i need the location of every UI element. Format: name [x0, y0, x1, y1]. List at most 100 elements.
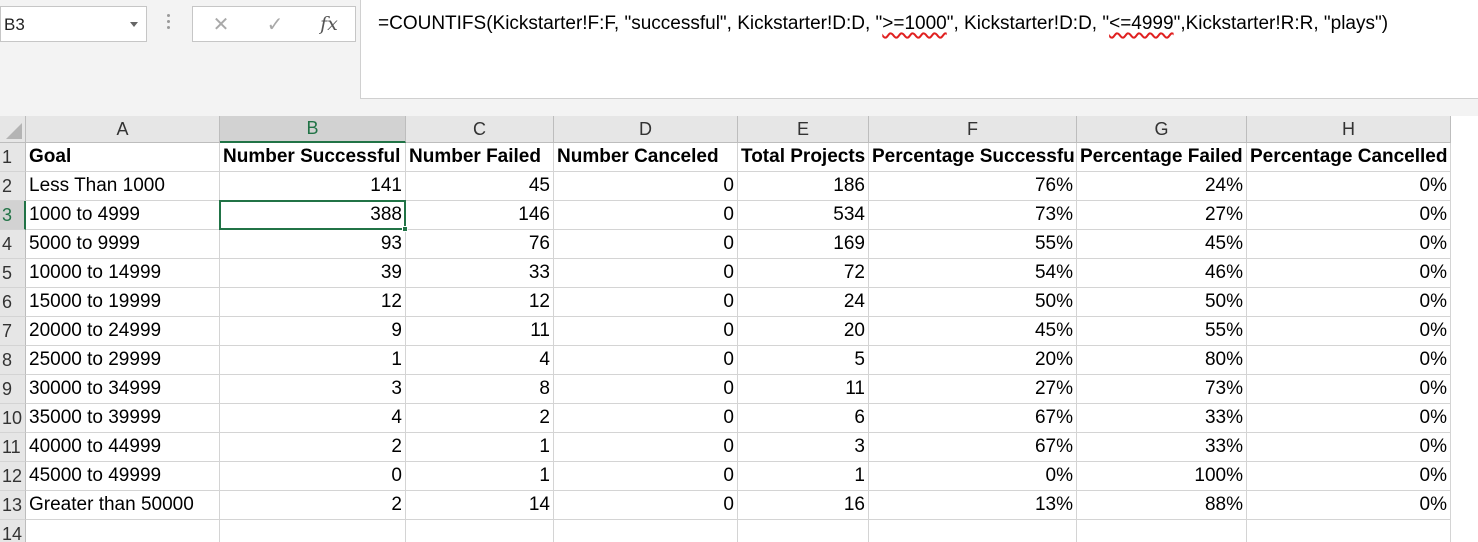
cell-h8[interactable]: 0%	[1247, 346, 1451, 375]
cell-c4[interactable]: 76	[406, 230, 554, 259]
cell-h6[interactable]: 0%	[1247, 288, 1451, 317]
cell-h2[interactable]: 0%	[1247, 172, 1451, 201]
cell-h7[interactable]: 0%	[1247, 317, 1451, 346]
column-header-a[interactable]: A	[26, 116, 220, 143]
cell-g13[interactable]: 88%	[1077, 491, 1247, 520]
cell-b10[interactable]: 4	[220, 404, 406, 433]
formula-input[interactable]: =COUNTIFS(Kickstarter!F:F, "successful",…	[360, 0, 1478, 99]
cell-b14[interactable]	[220, 520, 406, 542]
insert-function-icon[interactable]: fx	[320, 13, 338, 35]
cell-f9[interactable]: 27%	[869, 375, 1077, 404]
cell-f2[interactable]: 76%	[869, 172, 1077, 201]
column-header-h[interactable]: H	[1247, 116, 1451, 143]
cell-g10[interactable]: 33%	[1077, 404, 1247, 433]
fill-handle[interactable]	[402, 226, 408, 232]
cell-a9[interactable]: 30000 to 34999	[26, 375, 220, 404]
cell-h14[interactable]	[1247, 520, 1451, 542]
row-header-14[interactable]: 14	[0, 520, 26, 542]
row-header-8[interactable]: 8	[0, 346, 26, 375]
cell-b5[interactable]: 39	[220, 259, 406, 288]
cell-f1[interactable]: Percentage Successful	[869, 143, 1077, 172]
cell-f7[interactable]: 45%	[869, 317, 1077, 346]
cell-b12[interactable]: 0	[220, 462, 406, 491]
cell-e14[interactable]	[738, 520, 869, 542]
cell-e12[interactable]: 1	[738, 462, 869, 491]
cell-c2[interactable]: 45	[406, 172, 554, 201]
cell-h3[interactable]: 0%	[1247, 201, 1451, 230]
cell-d5[interactable]: 0	[554, 259, 738, 288]
cell-e5[interactable]: 72	[738, 259, 869, 288]
cell-e13[interactable]: 16	[738, 491, 869, 520]
cell-a1[interactable]: Goal	[26, 143, 220, 172]
cell-c14[interactable]	[406, 520, 554, 542]
cell-f13[interactable]: 13%	[869, 491, 1077, 520]
cell-a7[interactable]: 20000 to 24999	[26, 317, 220, 346]
cancel-icon[interactable]: ✕	[212, 13, 230, 36]
cell-g4[interactable]: 45%	[1077, 230, 1247, 259]
cell-a10[interactable]: 35000 to 39999	[26, 404, 220, 433]
cell-e11[interactable]: 3	[738, 433, 869, 462]
cell-d7[interactable]: 0	[554, 317, 738, 346]
cell-a8[interactable]: 25000 to 29999	[26, 346, 220, 375]
cell-f5[interactable]: 54%	[869, 259, 1077, 288]
cell-e6[interactable]: 24	[738, 288, 869, 317]
cell-g9[interactable]: 73%	[1077, 375, 1247, 404]
cell-f3[interactable]: 73%	[869, 201, 1077, 230]
cell-c12[interactable]: 1	[406, 462, 554, 491]
cell-e9[interactable]: 11	[738, 375, 869, 404]
check-icon[interactable]: ✓	[266, 13, 284, 36]
column-header-c[interactable]: C	[406, 116, 554, 143]
cell-a5[interactable]: 10000 to 14999	[26, 259, 220, 288]
cell-h9[interactable]: 0%	[1247, 375, 1451, 404]
cell-g6[interactable]: 50%	[1077, 288, 1247, 317]
cell-f8[interactable]: 20%	[869, 346, 1077, 375]
cell-f10[interactable]: 67%	[869, 404, 1077, 433]
cell-a3[interactable]: 1000 to 4999	[26, 201, 220, 230]
cell-e3[interactable]: 534	[738, 201, 869, 230]
cell-d9[interactable]: 0	[554, 375, 738, 404]
cell-d2[interactable]: 0	[554, 172, 738, 201]
more-options-icon[interactable]	[165, 10, 173, 34]
cell-e4[interactable]: 169	[738, 230, 869, 259]
row-header-9[interactable]: 9	[0, 375, 26, 404]
cell-f11[interactable]: 67%	[869, 433, 1077, 462]
select-all-button[interactable]	[0, 116, 26, 143]
cell-c8[interactable]: 4	[406, 346, 554, 375]
cell-b2[interactable]: 141	[220, 172, 406, 201]
column-header-e[interactable]: E	[738, 116, 869, 143]
cell-b1[interactable]: Number Successful	[220, 143, 406, 172]
column-header-g[interactable]: G	[1077, 116, 1247, 143]
cell-b4[interactable]: 93	[220, 230, 406, 259]
column-header-f[interactable]: F	[869, 116, 1077, 143]
cell-c10[interactable]: 2	[406, 404, 554, 433]
cell-g8[interactable]: 80%	[1077, 346, 1247, 375]
cell-g5[interactable]: 46%	[1077, 259, 1247, 288]
row-header-5[interactable]: 5	[0, 259, 26, 288]
cell-g1[interactable]: Percentage Failed	[1077, 143, 1247, 172]
cell-h4[interactable]: 0%	[1247, 230, 1451, 259]
cell-b11[interactable]: 2	[220, 433, 406, 462]
cell-b13[interactable]: 2	[220, 491, 406, 520]
cell-h5[interactable]: 0%	[1247, 259, 1451, 288]
chevron-down-icon[interactable]	[130, 22, 138, 27]
row-header-13[interactable]: 13	[0, 491, 26, 520]
cell-f4[interactable]: 55%	[869, 230, 1077, 259]
cell-g3[interactable]: 27%	[1077, 201, 1247, 230]
cell-g2[interactable]: 24%	[1077, 172, 1247, 201]
cell-c7[interactable]: 11	[406, 317, 554, 346]
cell-d11[interactable]: 0	[554, 433, 738, 462]
column-header-d[interactable]: D	[554, 116, 738, 143]
cell-c13[interactable]: 14	[406, 491, 554, 520]
cell-h13[interactable]: 0%	[1247, 491, 1451, 520]
cell-g12[interactable]: 100%	[1077, 462, 1247, 491]
cell-c11[interactable]: 1	[406, 433, 554, 462]
cell-h10[interactable]: 0%	[1247, 404, 1451, 433]
cell-d13[interactable]: 0	[554, 491, 738, 520]
cell-c1[interactable]: Number Failed	[406, 143, 554, 172]
cell-e7[interactable]: 20	[738, 317, 869, 346]
row-header-10[interactable]: 10	[0, 404, 26, 433]
cell-a14[interactable]	[26, 520, 220, 542]
cell-g11[interactable]: 33%	[1077, 433, 1247, 462]
cell-b6[interactable]: 12	[220, 288, 406, 317]
cell-a13[interactable]: Greater than 50000	[26, 491, 220, 520]
